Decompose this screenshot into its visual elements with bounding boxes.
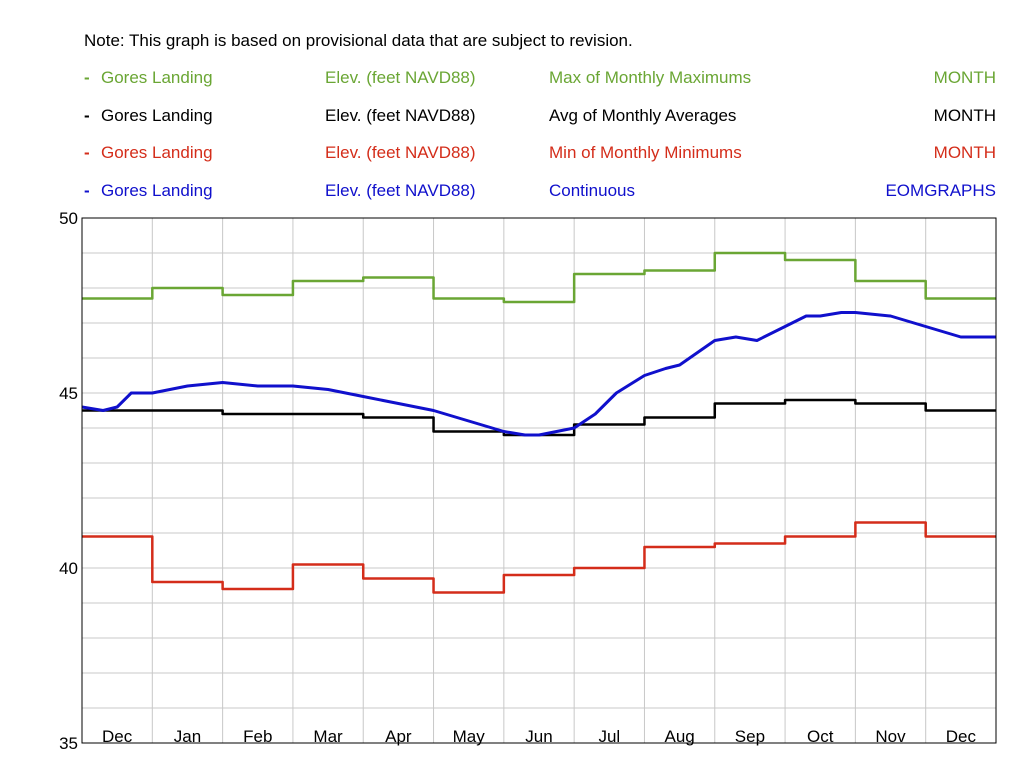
legend-entry-max: - Gores Landing Elev. (feet NAVD88) Max … <box>84 68 996 90</box>
x-tick-label: Mar <box>313 727 343 746</box>
x-tick-label: Jun <box>525 727 552 746</box>
x-tick-label: Sep <box>735 727 765 746</box>
legend-line-swatch: - <box>84 181 90 200</box>
legend-period: MONTH <box>933 106 996 125</box>
y-tick-label: 45 <box>59 384 78 403</box>
x-tick-label: Dec <box>946 727 977 746</box>
x-tick-label: Jul <box>598 727 620 746</box>
legend-line-swatch: - <box>84 143 90 162</box>
legend-statistic: Continuous <box>549 181 636 200</box>
legend-statistic: Max of Monthly Maximums <box>549 68 752 87</box>
plot-area <box>82 218 996 743</box>
grid-lines <box>82 218 996 743</box>
x-tick-label: Dec <box>102 727 133 746</box>
series-line-avg-of-monthly-averages <box>82 398 996 437</box>
legend-parameter: Elev. (feet NAVD88) <box>325 68 476 87</box>
legend-parameter: Elev. (feet NAVD88) <box>325 106 476 125</box>
series-line-continuous <box>81 311 996 437</box>
x-tick-label: May <box>453 727 486 746</box>
legend-period: MONTH <box>933 143 996 162</box>
legend-period: EOMGRAPHS <box>885 181 996 200</box>
legend-site: Gores Landing <box>101 68 213 87</box>
y-axis-ticks: 35 40 45 50 <box>59 209 78 753</box>
x-tick-label: Nov <box>875 727 906 746</box>
provisional-note: Note: This graph is based on provisional… <box>84 31 633 50</box>
y-tick-label: 40 <box>59 559 78 578</box>
x-tick-label: Aug <box>664 727 694 746</box>
legend-entry-min: - Gores Landing Elev. (feet NAVD88) Min … <box>84 143 996 165</box>
legend-site: Gores Landing <box>101 143 213 162</box>
plot-border <box>81 217 997 744</box>
y-tick-label: 50 <box>59 209 78 228</box>
x-tick-label: Jan <box>174 727 201 746</box>
series-line-min-of-monthly-minimums <box>82 521 996 594</box>
legend-site: Gores Landing <box>101 106 213 125</box>
legend-statistic: Avg of Monthly Averages <box>549 106 737 125</box>
legend-statistic: Min of Monthly Minimums <box>549 143 742 162</box>
y-tick-label: 35 <box>59 734 78 753</box>
legend-site: Gores Landing <box>101 181 213 200</box>
legend-entry-avg: - Gores Landing Elev. (feet NAVD88) Avg … <box>84 106 996 128</box>
legend-parameter: Elev. (feet NAVD88) <box>325 181 476 200</box>
x-tick-label: Oct <box>807 727 834 746</box>
series-layer <box>81 251 996 594</box>
legend-line-swatch: - <box>84 106 90 125</box>
x-tick-label: Feb <box>243 727 272 746</box>
x-axis-ticks: Dec Jan Feb Mar Apr May Jun Jul Aug Sep Oct Nov Dec <box>102 727 976 746</box>
series-line-max-of-monthly-maximums <box>82 251 996 304</box>
legend-parameter: Elev. (feet NAVD88) <box>325 143 476 162</box>
legend-line-swatch: - <box>84 68 90 87</box>
x-tick-label: Apr <box>385 727 412 746</box>
legend-period: MONTH <box>933 68 996 87</box>
legend-entry-continuous: - Gores Landing Elev. (feet NAVD88) Cont… <box>84 181 996 203</box>
